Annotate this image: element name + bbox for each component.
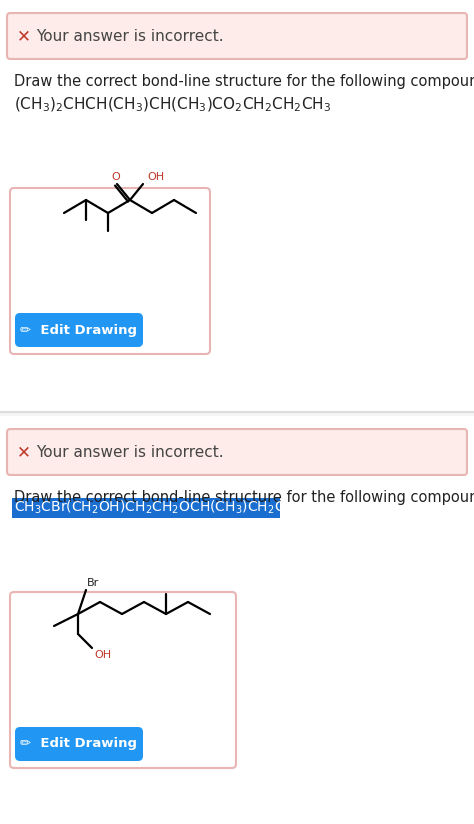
Bar: [0, 416, 474, 824]
Text: CH$_3$CBr(CH$_2$OH)CH$_2$CH$_2$OCH(CH$_3$)CH$_2$CH$_3$: CH$_3$CBr(CH$_2$OH)CH$_2$CH$_2$OCH(CH$_3…: [14, 499, 301, 516]
Text: OH: OH: [147, 172, 164, 182]
Bar: [0, 0, 474, 412]
Text: Your answer is incorrect.: Your answer is incorrect.: [36, 444, 224, 460]
Bar: [12, 498, 280, 518]
Text: OH: OH: [94, 650, 111, 660]
Text: O: O: [111, 172, 120, 182]
Text: ✕: ✕: [17, 443, 31, 461]
Text: ✕: ✕: [17, 27, 31, 45]
FancyBboxPatch shape: [7, 13, 467, 59]
FancyBboxPatch shape: [15, 727, 143, 761]
Text: ✏  Edit Drawing: ✏ Edit Drawing: [20, 324, 137, 336]
Text: Your answer is incorrect.: Your answer is incorrect.: [36, 29, 224, 44]
FancyBboxPatch shape: [15, 313, 143, 347]
Text: ✏  Edit Drawing: ✏ Edit Drawing: [20, 737, 137, 751]
Text: (CH$_3$)$_2$CHCH(CH$_3$)CH(CH$_3$)CO$_2$CH$_2$CH$_2$CH$_3$: (CH$_3$)$_2$CHCH(CH$_3$)CH(CH$_3$)CO$_2$…: [14, 96, 331, 115]
FancyBboxPatch shape: [7, 429, 467, 475]
Text: Draw the correct bond-line structure for the following compound:: Draw the correct bond-line structure for…: [14, 490, 474, 505]
Text: Br: Br: [87, 578, 99, 588]
FancyBboxPatch shape: [10, 188, 210, 354]
Text: Draw the correct bond-line structure for the following compound:: Draw the correct bond-line structure for…: [14, 74, 474, 89]
FancyBboxPatch shape: [10, 592, 236, 768]
